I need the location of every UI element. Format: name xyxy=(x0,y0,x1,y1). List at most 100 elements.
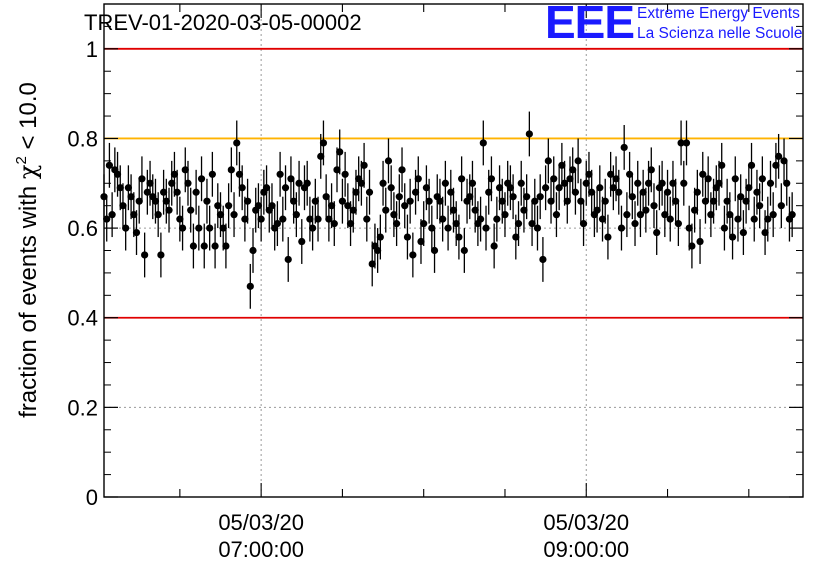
data-point xyxy=(647,166,655,174)
data-point xyxy=(130,211,138,219)
data-point xyxy=(607,170,615,178)
data-point xyxy=(160,188,168,196)
data-point xyxy=(674,220,682,228)
data-point xyxy=(672,197,680,205)
data-point xyxy=(788,211,796,219)
data-point xyxy=(696,237,704,246)
data-point xyxy=(514,220,523,228)
data-point xyxy=(206,224,214,232)
data-point xyxy=(157,251,165,259)
data-point xyxy=(726,211,734,219)
plot-frame xyxy=(103,3,804,498)
data-point xyxy=(368,260,376,268)
data-point xyxy=(241,215,249,223)
data-point xyxy=(428,224,436,232)
data-point xyxy=(531,197,539,205)
data-point xyxy=(311,197,319,205)
data-point xyxy=(338,197,347,205)
data-point xyxy=(414,175,422,183)
data-point xyxy=(509,193,517,201)
data-point xyxy=(200,242,208,250)
data-point xyxy=(287,175,295,183)
data-point xyxy=(753,188,761,196)
data-point xyxy=(195,224,203,232)
data-point xyxy=(225,202,233,210)
data-point xyxy=(487,175,496,183)
data-point xyxy=(728,233,737,241)
data-point xyxy=(644,179,653,187)
data-point xyxy=(192,188,200,196)
data-point xyxy=(777,202,785,210)
data-point xyxy=(485,188,493,196)
data-point xyxy=(341,170,349,178)
data-point xyxy=(658,179,666,187)
data-point xyxy=(422,184,431,192)
data-point xyxy=(677,139,685,147)
data-point xyxy=(574,157,582,165)
data-point xyxy=(623,211,631,219)
data-point xyxy=(449,206,458,214)
data-point xyxy=(411,188,420,196)
data-point xyxy=(398,166,406,174)
data-point xyxy=(403,233,412,241)
data-point xyxy=(666,215,674,223)
data-point xyxy=(466,193,474,201)
data-point xyxy=(571,188,580,196)
data-point xyxy=(455,233,463,241)
data-point xyxy=(707,211,715,219)
data-point xyxy=(617,224,626,232)
data-point xyxy=(620,143,628,152)
data-point xyxy=(103,215,111,223)
y-tick-label: 0.2 xyxy=(67,395,98,420)
data-point xyxy=(536,193,544,201)
data-point xyxy=(723,197,731,205)
data-point xyxy=(143,188,151,196)
data-point xyxy=(766,179,775,187)
data-point xyxy=(173,188,181,196)
data-point xyxy=(476,215,485,223)
data-point xyxy=(582,179,590,187)
data-point xyxy=(612,175,620,183)
data-point xyxy=(235,170,244,178)
data-point xyxy=(363,215,371,223)
x-tick-label-time: 07:00:00 xyxy=(218,537,304,562)
data-point xyxy=(203,197,211,205)
data-point xyxy=(417,237,425,246)
data-point xyxy=(739,228,747,237)
data-point xyxy=(512,233,520,241)
data-point xyxy=(273,220,281,228)
data-point xyxy=(460,246,468,255)
data-point xyxy=(742,197,750,205)
data-point xyxy=(390,211,398,219)
data-point xyxy=(135,197,143,205)
data-point xyxy=(631,220,639,228)
data-point xyxy=(737,193,745,201)
data-point xyxy=(653,228,661,237)
data-point xyxy=(146,179,154,187)
data-point xyxy=(113,170,122,178)
data-point xyxy=(783,179,791,187)
data-point xyxy=(468,179,477,187)
data-point xyxy=(447,188,455,196)
data-point xyxy=(498,197,506,205)
data-point xyxy=(279,215,287,223)
data-point xyxy=(495,184,504,192)
data-point xyxy=(238,184,246,192)
data-point xyxy=(303,179,311,187)
data-point xyxy=(138,175,146,183)
data-point xyxy=(439,215,447,223)
data-point xyxy=(731,175,739,183)
y-tick-labels: 0 0.2 0.4 0.6 0.8 1 xyxy=(67,37,98,510)
data-point xyxy=(319,139,328,147)
data-point xyxy=(436,197,444,205)
data-point xyxy=(458,175,466,183)
data-point xyxy=(330,220,338,228)
data-point xyxy=(569,166,577,174)
y-tick-label: 0.6 xyxy=(67,216,98,241)
data-point xyxy=(588,188,596,196)
data-point xyxy=(216,211,225,219)
data-point xyxy=(533,224,542,232)
data-point xyxy=(550,175,558,183)
data-point xyxy=(566,175,574,183)
data-point xyxy=(682,139,691,147)
